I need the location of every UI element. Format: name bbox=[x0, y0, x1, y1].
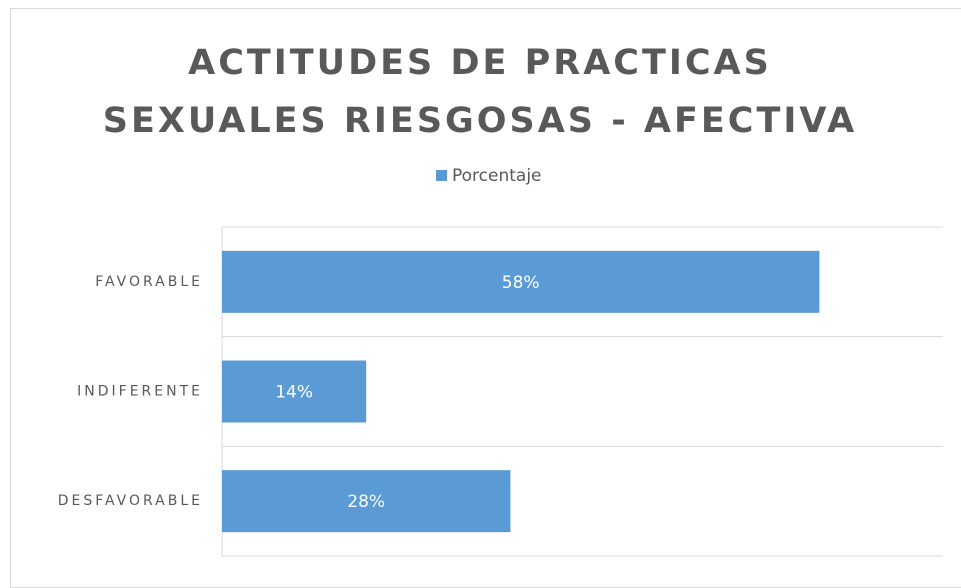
y-tick-label: INDIFERENTE bbox=[77, 384, 203, 400]
data-label: 14% bbox=[275, 383, 313, 403]
bar bbox=[222, 250, 820, 313]
y-tick-label: DESFAVORABLE bbox=[58, 493, 203, 509]
chart-title: ACTITUDES DE PRACTICAS SEXUALES RIESGOSA… bbox=[102, 43, 858, 141]
y-tick-label: FAVORABLE bbox=[95, 274, 203, 290]
data-label: 58% bbox=[502, 273, 540, 293]
bar bbox=[222, 360, 367, 423]
legend-swatch bbox=[436, 170, 447, 181]
legend-label: Porcentaje bbox=[452, 166, 542, 186]
bar bbox=[222, 470, 511, 533]
data-label: 28% bbox=[347, 492, 385, 512]
